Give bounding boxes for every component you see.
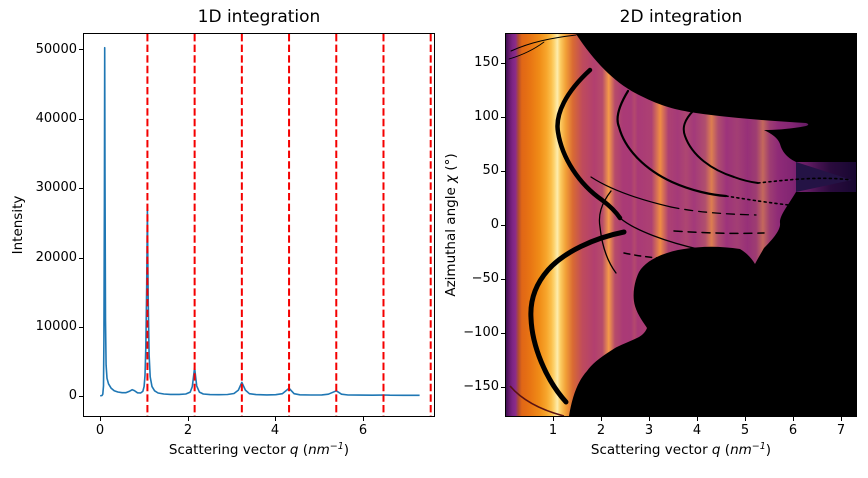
tick-mark [501,225,505,226]
tick-mark [501,333,505,334]
intensity-curve [100,46,420,397]
ytick-label: −50 [471,271,499,286]
tick-mark [79,49,83,50]
ytick-label: 40000 [35,111,77,126]
gap-dash-trail-neg [623,252,671,260]
xtick-label: 2 [596,423,606,438]
plot2d-canvas [506,34,856,416]
xtick-label: 4 [270,423,280,438]
tick-mark [501,63,505,64]
tick-mark [79,258,83,259]
plot1d-title: 1D integration [197,7,321,27]
tick-mark [188,417,189,421]
detector-corner-wedge [796,162,852,192]
ytick-label: −150 [463,379,499,394]
gap-arc-thin-sweep-dash [670,206,757,216]
ytick-label: 0 [490,217,499,232]
ytick-label: 0 [68,388,77,403]
gap-arc-thick-top [555,67,623,221]
plot1d-xaxis-label: Scattering vector q (nm−1) [168,441,350,458]
tick-mark [100,417,101,421]
tick-mark [363,417,364,421]
mask-bottom-right [569,192,856,416]
tick-mark [697,417,698,421]
xtick-label: 0 [95,423,105,438]
gap-dash-trail-low [673,230,765,235]
gap-arc-topleft-2 [508,41,545,60]
ytick-label: 150 [474,55,499,70]
plot1d-axes [83,33,435,417]
gap-arc-thick-bottom [528,229,627,405]
ytick-label: 30000 [35,180,77,195]
tick-mark [501,387,505,388]
xtick-label: 4 [692,423,702,438]
tick-mark [841,417,842,421]
tick-mark [501,279,505,280]
ytick-label: 20000 [35,250,77,265]
xtick-label: 5 [740,423,750,438]
xtick-label: 7 [836,423,846,438]
gap-arc-thick-top-tail [619,217,703,251]
tick-mark [275,417,276,421]
tick-mark [649,417,650,421]
gap-arc-thin-chi0 [598,190,617,274]
tick-mark [79,396,83,397]
ytick-label: 50 [482,163,499,178]
gap-arc-mid-2 [682,109,759,184]
gap-arc-mid-1 [616,89,728,198]
tick-mark [501,171,505,172]
xtick-label: 2 [183,423,193,438]
gap-arc-thin-sweep [590,176,672,208]
tick-mark [79,327,83,328]
ytick-label: 50000 [35,42,77,57]
plot2d-title: 2D integration [619,7,743,27]
plot2d-axes [505,33,857,417]
plot2d-xaxis-label: Scattering vector q (nm−1) [590,441,772,458]
xtick-label: 3 [644,423,654,438]
mask-top-right [576,34,856,162]
tick-mark [501,117,505,118]
gap-arc-mid-1-dots [725,195,790,206]
tick-mark [745,417,746,421]
ytick-label: −100 [463,325,499,340]
xtick-label: 6 [788,423,798,438]
gap-arc-topleft-1 [510,34,577,52]
gap-arc-mid-2-dots [757,177,852,184]
tick-mark [793,417,794,421]
xtick-label: 6 [358,423,368,438]
plot1d-canvas [100,34,432,416]
ytick-label: 100 [474,109,499,124]
tick-mark [601,417,602,421]
beamstop-arc-bottom-left [509,385,565,416]
tick-mark [79,188,83,189]
xtick-label: 1 [548,423,558,438]
module-gap-arcs [508,34,852,405]
tick-mark [553,417,554,421]
ytick-label: 10000 [35,319,77,334]
tick-mark [79,119,83,120]
